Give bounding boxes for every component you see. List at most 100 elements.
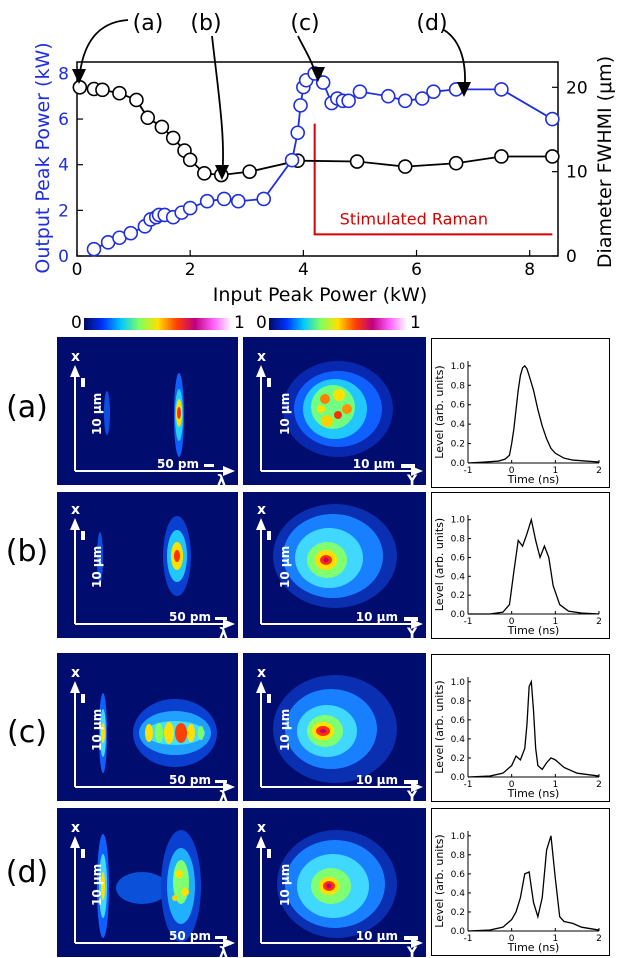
x-tick-label: 8 bbox=[524, 260, 535, 280]
spectrum-wl-axis-label: λ bbox=[217, 473, 226, 485]
output-point bbox=[123, 225, 139, 241]
output-point bbox=[545, 111, 560, 127]
profile-x-axis-title: Time (ns) bbox=[507, 624, 560, 637]
profile-trace bbox=[467, 679, 600, 778]
left-y-tick-label: 8 bbox=[58, 64, 69, 84]
profile-x-tick-label: 2 bbox=[596, 466, 602, 476]
spectrum-x-scale-label: 10 μm bbox=[90, 393, 104, 435]
profile-y-tick-label: 0.8 bbox=[451, 381, 466, 391]
profile-x-axis-title: Time (ns) bbox=[507, 941, 560, 954]
diameter-series-line bbox=[79, 86, 553, 176]
colorbar-1-max-label: 1 bbox=[234, 313, 245, 333]
beam-horizontal-scale-label: 10 μm bbox=[356, 929, 398, 943]
profile-y-axis-title: Level (arb. units) bbox=[433, 834, 446, 927]
left-y-tick-label: 4 bbox=[58, 156, 69, 176]
beam-image-b: x 10 μm 10 μm Y bbox=[243, 492, 426, 638]
spectrum-image-c: x 10 μm 50 pm λ bbox=[57, 653, 238, 801]
profile-y-tick-label: 0.6 bbox=[451, 553, 466, 563]
spectrum-x-axis-label: x bbox=[71, 820, 80, 836]
profile-y-tick-label: 0.0 bbox=[451, 459, 466, 469]
diameter-point bbox=[494, 149, 509, 164]
profile-y-tick-label: 1.0 bbox=[451, 832, 466, 842]
annotation-label: (a) bbox=[133, 11, 164, 36]
profile-svg: -1 0 1 2 0.0 0.2 0.4 0.6 0.8 1.0 Time (ns) Level (a… bbox=[433, 677, 602, 800]
spectrum-x-scale-label: 10 μm bbox=[90, 709, 104, 751]
output-point bbox=[494, 82, 509, 97]
left-y-tick-label: 6 bbox=[58, 110, 69, 130]
row-label-d: (d) bbox=[5, 855, 49, 890]
profile-x-tick-label: 2 bbox=[596, 780, 602, 790]
right-y-tick-label: 0 bbox=[566, 247, 577, 267]
diameter-point bbox=[397, 159, 413, 174]
spectrum-image-d: x 10 μm 50 pm λ bbox=[57, 808, 238, 957]
output-point bbox=[199, 193, 215, 209]
colorbar-2-min-label: 0 bbox=[256, 313, 267, 333]
profile-x-tick-label: 0 bbox=[509, 617, 515, 627]
profile-y-tick-label: 0.4 bbox=[451, 572, 466, 582]
diameter-point bbox=[140, 110, 156, 125]
temporal-profile-a: -1 0 1 2 0.0 0.2 0.4 0.6 0.8 1.0 Time (ns) Level (a… bbox=[431, 338, 610, 488]
profile-svg: -1 0 1 2 0.0 0.2 0.4 0.6 0.8 1.0 Time (ns) Level (a… bbox=[433, 361, 602, 486]
profile-x-axis-title: Time (ns) bbox=[507, 473, 560, 486]
profile-y-tick-label: 0.6 bbox=[451, 716, 466, 726]
profile-y-tick-label: 0.2 bbox=[451, 908, 465, 918]
spectrum-wl-scale-label: 50 pm bbox=[157, 457, 199, 471]
profile-x-tick-label: 1 bbox=[552, 780, 558, 790]
colorbar-2-max-label: 1 bbox=[410, 313, 421, 333]
raman-label: Stimulated Raman bbox=[340, 209, 488, 228]
diameter-point bbox=[95, 82, 110, 98]
output-point bbox=[352, 84, 368, 99]
profile-y-tick-label: 1.0 bbox=[451, 362, 466, 372]
profile-x-tick-label: 1 bbox=[552, 934, 558, 944]
profile-trace bbox=[467, 835, 600, 932]
profile-y-tick-label: 0.8 bbox=[451, 535, 466, 545]
temporal-profile-d: -1 0 1 2 0.0 0.2 0.4 0.6 0.8 1.0 Time (ns) Level (a… bbox=[431, 808, 610, 956]
profile-y-tick-label: 0.4 bbox=[451, 420, 466, 430]
colorbar-1 bbox=[84, 318, 232, 330]
annotation-arrow bbox=[78, 19, 129, 83]
profile-y-tick-label: 0.0 bbox=[451, 773, 466, 783]
beam-y-axis-label: Y bbox=[406, 945, 418, 957]
x-tick-label: 4 bbox=[298, 260, 309, 280]
beam-x-axis-label: x bbox=[257, 820, 266, 836]
profile-trace bbox=[467, 364, 600, 464]
profile-y-tick-label: 0.2 bbox=[451, 591, 465, 601]
annotation-arrowhead bbox=[215, 165, 229, 180]
diameter-point bbox=[197, 166, 212, 181]
right-axis-title: Diameter FWHMI (μm) bbox=[594, 56, 616, 268]
annotation-arrowhead bbox=[457, 82, 471, 97]
temporal-profile-b: -1 0 1 2 0.0 0.2 0.4 0.6 0.8 1.0 Time (ns) Level (a… bbox=[431, 492, 610, 639]
beam-x-axis-label: x bbox=[257, 502, 266, 518]
output-point bbox=[284, 152, 300, 168]
profile-y-tick-label: 0.2 bbox=[451, 754, 465, 764]
profile-x-tick-label: 1 bbox=[552, 466, 558, 476]
profile-y-tick-label: 0.4 bbox=[451, 735, 466, 745]
profile-x-tick-label: 0 bbox=[509, 934, 515, 944]
profile-y-axis-title: Level (arb. units) bbox=[433, 365, 446, 458]
row-label-b: (b) bbox=[5, 534, 49, 569]
spectrum-wl-scale-label: 50 pm bbox=[169, 610, 211, 624]
profile-y-tick-label: 0.8 bbox=[451, 697, 466, 707]
beam-vertical-scale-label: 10 μm bbox=[278, 864, 292, 906]
right-y-tick-label: 10 bbox=[566, 163, 588, 183]
output-point bbox=[230, 193, 246, 209]
spectrum-x-axis-label: x bbox=[71, 349, 80, 365]
temporal-profile-c: -1 0 1 2 0.0 0.2 0.4 0.6 0.8 1.0 Time (ns) Level (a… bbox=[431, 654, 610, 802]
beam-vertical-scale-label: 10 μm bbox=[278, 709, 292, 751]
profile-x-tick-label: 1 bbox=[552, 617, 558, 627]
power-chart: 0 2 4 6 8 0 2 4 6 8 0 10 20 Stimulated Raman (a) (b) (… bbox=[32, 11, 616, 306]
annotation-arrowhead bbox=[311, 67, 325, 82]
output-point bbox=[293, 98, 308, 113]
diameter-point bbox=[182, 152, 198, 168]
left-y-tick-label: 2 bbox=[58, 201, 69, 221]
profile-x-tick-label: 0 bbox=[509, 466, 515, 476]
x-tick-label: 6 bbox=[411, 260, 422, 280]
annotation-label: (b) bbox=[190, 11, 221, 36]
profile-y-axis-title: Level (arb. units) bbox=[433, 518, 446, 611]
x-tick-label: 2 bbox=[185, 260, 196, 280]
annotation-arrowhead bbox=[72, 69, 86, 84]
left-y-tick-label: 0 bbox=[58, 247, 69, 267]
diameter-point bbox=[112, 85, 127, 101]
profile-y-axis-title: Level (arb. units) bbox=[433, 680, 446, 773]
right-y-tick-label: 20 bbox=[566, 78, 588, 98]
